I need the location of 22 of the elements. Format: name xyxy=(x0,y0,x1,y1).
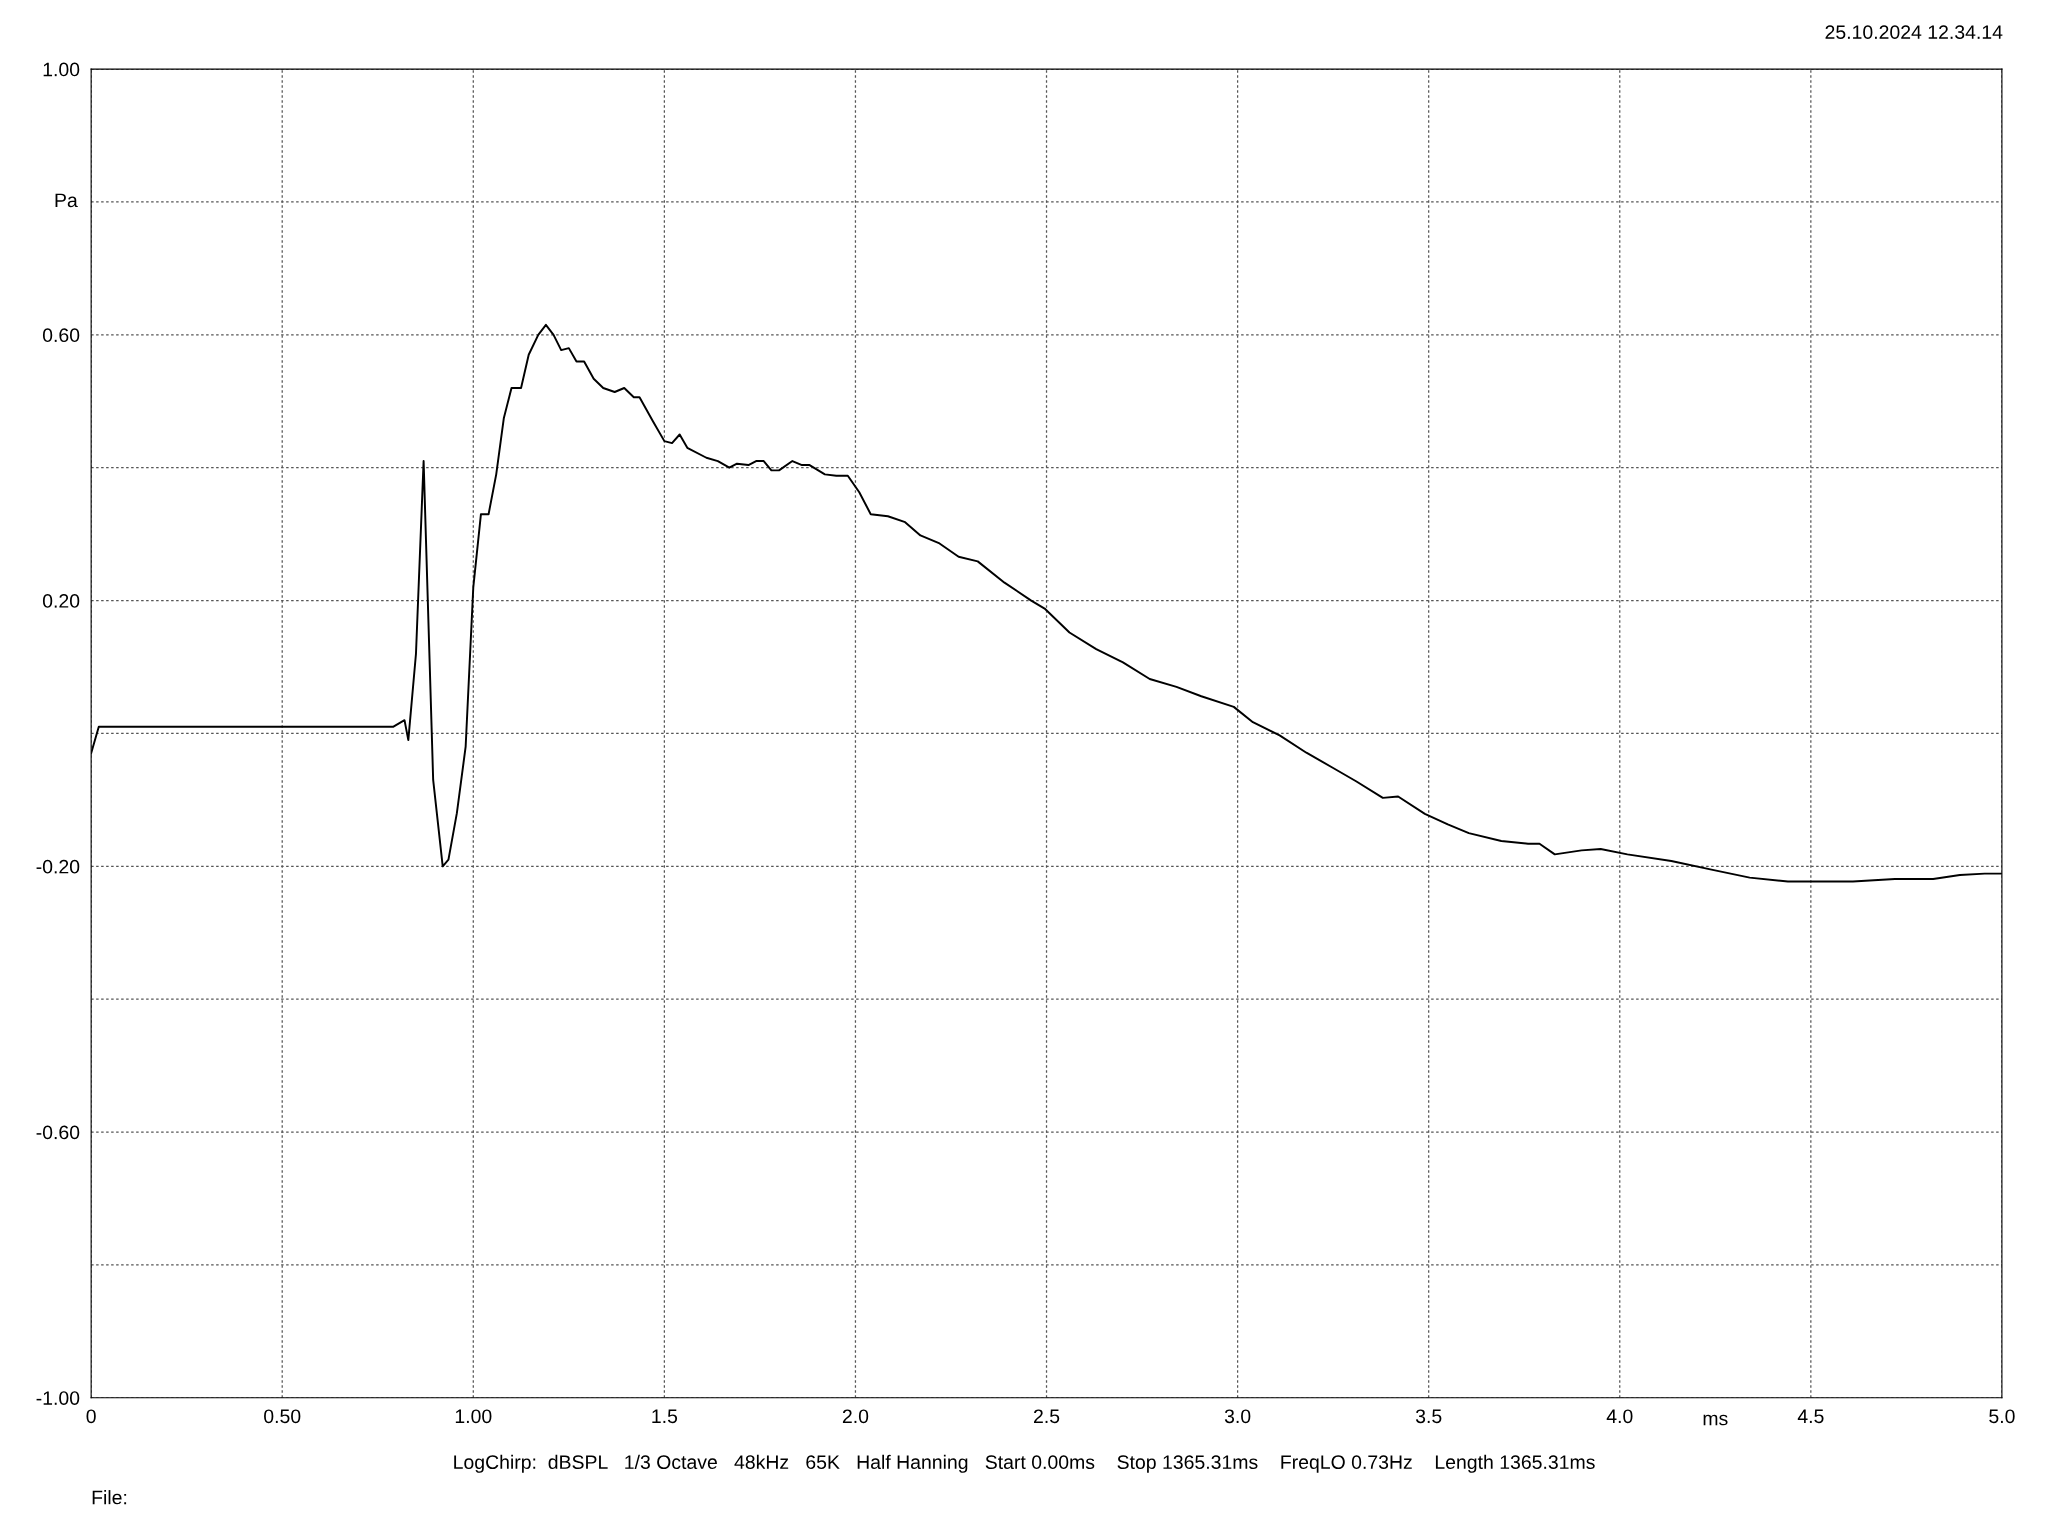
x-tick-label: 4.0 xyxy=(1606,1409,1633,1424)
x-axis-title: ms xyxy=(1703,1414,1728,1426)
x-tick-label: 2.0 xyxy=(842,1409,869,1424)
y-tick-label: -0.60 xyxy=(36,1125,80,1140)
text: 25.10.2024 12.34.14 xyxy=(1825,25,2003,40)
x-tick-label: 1.5 xyxy=(652,1409,678,1424)
y-tick-label: 0.20 xyxy=(42,594,80,608)
x-tick-label: 4.5 xyxy=(1797,1409,1824,1424)
text: LogChirp: dBSPL 1/3 Octave 48kHz 65K Half Hanning Start 0.00ms Stop 1365.31ms FreqLO 0.73Hz Length 1365.31ms xyxy=(454,1454,1595,1473)
x-tick-label: 3.5 xyxy=(1415,1409,1442,1424)
text: File: xyxy=(92,1490,127,1505)
y-axis-title: Pa xyxy=(55,193,78,208)
x-tick-label: 1.00 xyxy=(455,1409,492,1424)
x-tick-label: 3.0 xyxy=(1224,1409,1251,1424)
x-tick-label: 0.50 xyxy=(264,1409,301,1424)
y-tick-label: -0.20 xyxy=(36,859,80,874)
x-tick-label: 5.0 xyxy=(1989,1409,2015,1424)
x-tick-label: 2.5 xyxy=(1033,1409,1060,1424)
x-tick-label: 0 xyxy=(86,1409,96,1424)
y-tick-label: 0.60 xyxy=(42,328,80,343)
y-tick-label: 1.00 xyxy=(43,62,80,77)
y-tick-label: -1.00 xyxy=(36,1391,80,1405)
